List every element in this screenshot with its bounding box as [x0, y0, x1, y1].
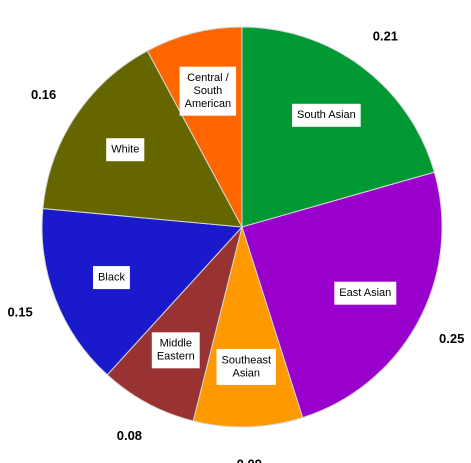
labels-layer: 0.21 South Asian 0.25 East Asian 0.09 Southea…	[7, 0, 464, 463]
pie-slice-south-asian	[241, 26, 435, 228]
pie-slice-black	[41, 208, 244, 376]
name-label-black: Black	[98, 272, 125, 284]
name-box-south-asian: South Asian	[292, 103, 361, 127]
value-label-black: 0.15	[7, 304, 32, 319]
value-label-white: 0.16	[31, 87, 56, 102]
value-label-central-south-american: 0.08	[171, 0, 196, 3]
name-box-black: Black	[93, 266, 130, 290]
name-box-bg-middle-eastern	[151, 332, 200, 369]
name-box-bg-southeast-asian	[216, 348, 276, 385]
name-box-bg-east-asian	[334, 281, 397, 305]
name-box-bg-central-south-american	[179, 66, 237, 116]
name-label-east-asian: East Asian	[339, 287, 391, 299]
name-label-central-south-american-line-2: South	[194, 85, 223, 97]
name-box-bg-white	[106, 138, 145, 162]
value-label-middle-eastern: 0.08	[117, 428, 142, 443]
name-label-white: White	[111, 144, 139, 156]
pie-slice-middle-eastern	[106, 226, 243, 422]
name-label-southeast-asian-line-1: Southeast	[222, 354, 272, 366]
value-label-south-asian: 0.21	[373, 29, 398, 44]
value-label-east-asian: 0.25	[439, 331, 464, 346]
value-label-southeast-asian: 0.09	[237, 456, 262, 463]
name-box-white: White	[106, 138, 145, 162]
name-label-southeast-asian-line-2: Asian	[233, 367, 261, 379]
name-label-middle-eastern-line-1: Middle	[160, 338, 192, 350]
name-box-bg-black	[93, 266, 130, 290]
name-label-central-south-american-line-3: American	[185, 98, 231, 110]
name-label-central-south-american-line-1: Central /	[187, 72, 230, 84]
name-box-bg-south-asian	[292, 103, 361, 127]
name-label-south-asian: South Asian	[297, 109, 356, 121]
name-box-east-asian: East Asian	[334, 281, 397, 305]
name-label-middle-eastern-line-2: Eastern	[157, 351, 195, 363]
